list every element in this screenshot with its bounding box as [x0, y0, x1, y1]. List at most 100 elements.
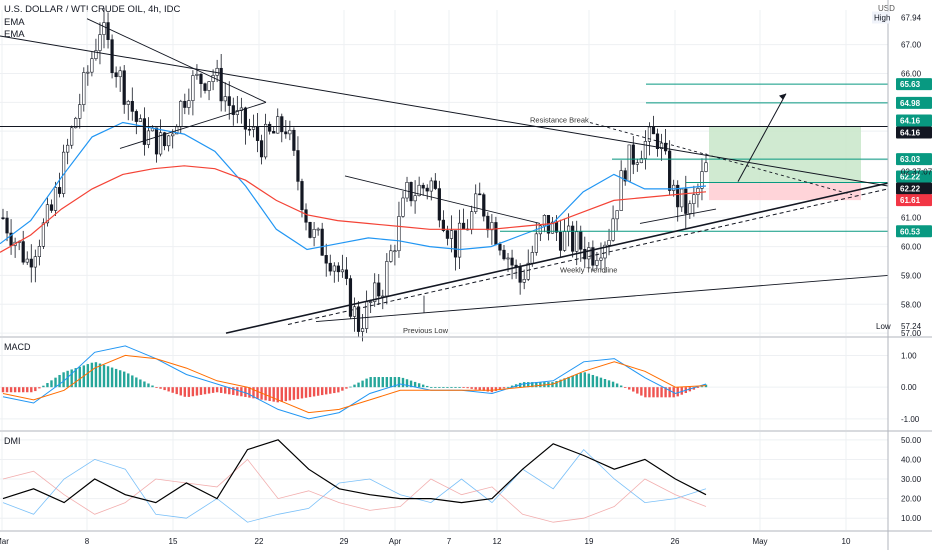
- macd-histogram-bar: [9, 387, 13, 393]
- candle-body: [393, 250, 397, 253]
- candle-body: [49, 204, 54, 211]
- candle: [187, 88, 191, 115]
- candle-body: [300, 181, 304, 211]
- macd-histogram-bar: [13, 387, 17, 393]
- annotation-resistance-break: Resistance Break: [530, 116, 589, 125]
- candle-body: [659, 142, 664, 149]
- candle-body: [304, 209, 308, 223]
- macd-histogram-bar: [482, 387, 485, 391]
- macd-histogram-bar: [207, 387, 211, 394]
- candle-body: [179, 100, 183, 128]
- candle: [482, 192, 486, 222]
- macd-histogram-bar: [219, 387, 223, 393]
- macd-histogram-bar: [652, 387, 655, 398]
- candle: [486, 212, 490, 238]
- macd-histogram-bar: [187, 387, 191, 397]
- channel-lower: [639, 208, 717, 224]
- candle-body: [348, 278, 353, 317]
- macd-histogram-bar: [619, 385, 623, 388]
- macd-histogram-bar: [571, 375, 574, 388]
- macd-histogram-bar: [668, 387, 671, 398]
- candle-body: [5, 217, 9, 234]
- descending-trendline: [0, 35, 889, 187]
- macd-histogram-bar: [478, 387, 481, 391]
- price-badge-bg: [896, 96, 932, 109]
- macd-histogram-bar: [345, 387, 348, 389]
- candle-body: [494, 222, 498, 245]
- macd-histogram-bar: [486, 387, 490, 392]
- candle-body: [542, 215, 546, 227]
- legend-ema-1[interactable]: EMA: [4, 17, 25, 28]
- macd-histogram-bar: [34, 387, 37, 392]
- candle: [255, 113, 260, 153]
- candle-body: [526, 262, 530, 280]
- candle: [122, 65, 126, 114]
- macd-histogram-bar: [183, 387, 187, 397]
- candle: [651, 115, 656, 135]
- price-badge: 64.98: [896, 96, 932, 109]
- candle-body: [332, 265, 336, 272]
- triangle-lower: [119, 101, 267, 149]
- candle-body: [320, 228, 324, 256]
- macd-histogram-bar: [159, 387, 162, 389]
- macd-histogram-bar: [454, 387, 457, 388]
- candle-body: [45, 204, 50, 224]
- macd-histogram-bar: [94, 362, 98, 388]
- macd-histogram-bar: [381, 377, 384, 388]
- candle: [13, 237, 17, 258]
- macd-histogram-bar: [700, 386, 704, 388]
- candle: [203, 82, 207, 94]
- macd-histogram-bar: [490, 387, 494, 393]
- y-tick-label: 1.00: [901, 351, 917, 360]
- macd-histogram-bar: [466, 387, 469, 389]
- candle-body: [700, 171, 704, 189]
- candle-body: [106, 22, 110, 40]
- candle: [619, 160, 623, 211]
- candle: [243, 106, 248, 145]
- candle-body: [308, 221, 312, 238]
- candle: [191, 70, 195, 116]
- annotation-previous-low: Previous Low: [403, 326, 449, 335]
- candle: [45, 197, 50, 227]
- macd-histogram-bar: [139, 379, 142, 388]
- macd-histogram-bar: [417, 383, 421, 388]
- candle: [393, 244, 397, 266]
- candle-body: [397, 216, 401, 252]
- candle-body: [296, 150, 300, 182]
- candle: [328, 254, 332, 276]
- candle: [599, 242, 603, 271]
- candle: [461, 208, 466, 230]
- macd-histogram-bar: [559, 379, 562, 388]
- candle-body: [29, 258, 33, 268]
- macd-histogram-bar: [102, 364, 106, 388]
- candle-body: [474, 193, 478, 212]
- ema-slow-line: [0, 165, 707, 253]
- macd-histogram-bar: [591, 374, 595, 388]
- candle-body: [538, 225, 542, 235]
- candle-body: [288, 129, 292, 135]
- macd-histogram-bar: [567, 376, 570, 388]
- candle-body: [163, 132, 167, 147]
- candle-body: [292, 129, 296, 151]
- wedge-upper: [344, 175, 541, 224]
- price-badge: 62.22: [896, 182, 932, 195]
- candle-body: [66, 144, 70, 153]
- macd-histogram-bar: [17, 387, 21, 393]
- macd-histogram-bar: [199, 387, 203, 395]
- candle-body: [191, 75, 195, 101]
- candle: [90, 51, 94, 77]
- candle: [276, 108, 280, 134]
- candle: [106, 12, 110, 49]
- candle-body: [478, 193, 482, 196]
- candle: [373, 273, 377, 307]
- legend-ema-2[interactable]: EMA: [4, 29, 25, 40]
- dmi-minus-line: [2, 458, 707, 523]
- candle-body: [373, 282, 377, 302]
- x-tick-label: 10: [842, 537, 851, 546]
- candle: [25, 251, 29, 265]
- candle-body: [684, 188, 688, 214]
- macd-histogram-bar: [623, 387, 627, 388]
- macd-histogram-bar: [474, 387, 477, 390]
- macd-histogram-bar: [539, 382, 542, 388]
